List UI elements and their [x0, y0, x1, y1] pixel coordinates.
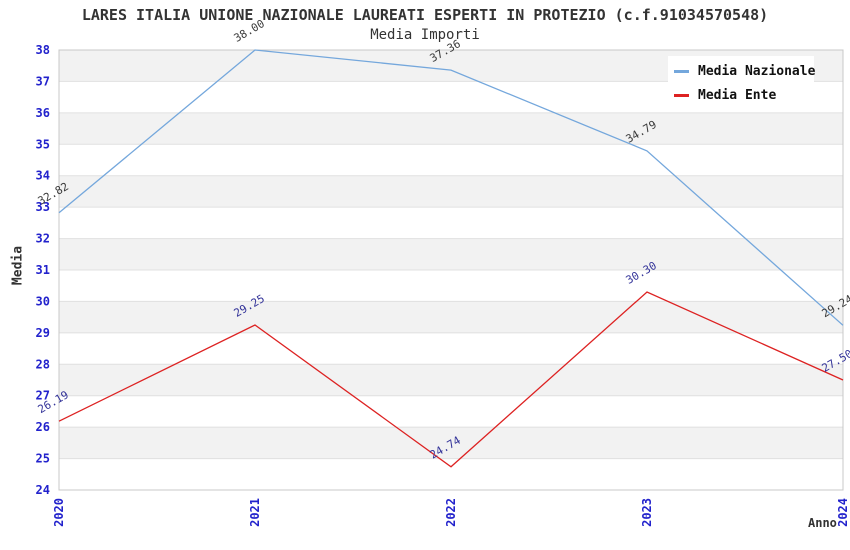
- legend-item-media-nazionale: Media Nazionale: [674, 59, 816, 83]
- plot-band: [59, 112, 843, 145]
- y-tick-label: 27: [36, 389, 50, 403]
- legend-item-media-ente: Media Ente: [674, 83, 814, 107]
- y-tick-label: 36: [36, 106, 50, 120]
- plot-band: [59, 238, 843, 270]
- legend-label-media-nazionale: Media Nazionale: [698, 63, 816, 79]
- x-tick-label: 2023: [640, 498, 654, 527]
- y-tick-label: 35: [36, 137, 50, 151]
- y-tick-label: 28: [36, 357, 50, 371]
- series-line-media-ente: [58, 291, 844, 468]
- chart-subtitle: Media Importi: [370, 27, 480, 43]
- plot-band: [59, 301, 843, 333]
- y-tick-label: 29: [36, 326, 50, 340]
- y-tick-label: 33: [36, 200, 50, 214]
- legend: Media Nazionale Media Ente: [668, 56, 816, 110]
- plot-band: [59, 427, 843, 459]
- y-tick-label: 38: [36, 43, 50, 57]
- series-line-media-nazionale: [58, 49, 844, 326]
- x-tick-label: 2024: [836, 498, 850, 527]
- x-tick-label: 2020: [52, 498, 66, 527]
- y-tick-label: 31: [36, 263, 50, 277]
- chart-title: LARES ITALIA UNIONE NAZIONALE LAUREATI E…: [81, 6, 769, 24]
- plot-band: [59, 175, 843, 208]
- x-tick-label: 2022: [444, 498, 458, 527]
- plot-band: [59, 364, 843, 396]
- y-tick-label: 30: [36, 294, 50, 308]
- point-label: 38.00: [232, 17, 267, 45]
- legend-line-swatch-ente: [674, 93, 689, 97]
- legend-label-media-ente: Media Ente: [698, 87, 777, 103]
- y-tick-label: 32: [36, 232, 50, 246]
- legend-line-swatch-nazionale: [674, 69, 689, 73]
- y-tick-label: 37: [36, 74, 50, 88]
- x-axis-label: Anno: [808, 516, 837, 530]
- y-tick-label: 34: [36, 169, 50, 183]
- plot-frame: [58, 49, 844, 491]
- x-tick-label: 2021: [248, 498, 262, 527]
- y-tick-label: 24: [36, 483, 50, 497]
- y-tick-label: 26: [36, 420, 50, 434]
- y-tick-label: 25: [36, 452, 50, 466]
